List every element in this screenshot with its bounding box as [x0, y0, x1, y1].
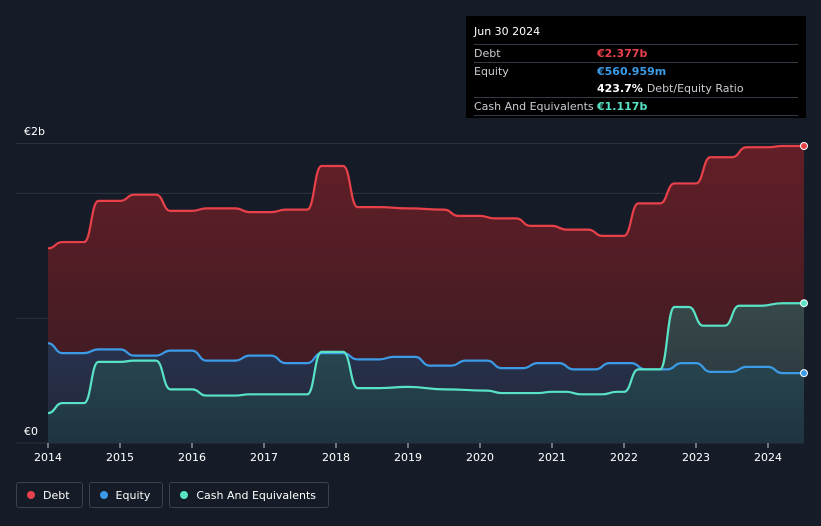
cash-dot-icon — [180, 491, 189, 499]
tooltip-equity-value: €560.959m — [597, 65, 667, 78]
debt-line — [47, 144, 805, 250]
x-axis: 2014 2015 2016 2017 2018 2019 2020 2021 2022 2023… — [34, 443, 782, 464]
x-tick-label: 2021 — [538, 451, 566, 464]
debt-end-marker — [800, 141, 808, 150]
series-end-markers — [800, 141, 808, 378]
legend-cash-label: Cash And Equivalents — [196, 488, 316, 502]
equity-line — [47, 342, 804, 375]
x-tick-label: 2022 — [610, 451, 638, 464]
x-tick-label: 2020 — [466, 451, 494, 464]
x-tick-label: 2024 — [754, 451, 782, 464]
equity-end-marker — [800, 369, 808, 378]
tooltip-row-debt: Debt €2.377b — [474, 44, 798, 62]
tooltip-equity-label: Equity — [474, 65, 509, 78]
x-tick-label: 2023 — [682, 451, 710, 464]
x-tick-label: 2019 — [394, 451, 422, 464]
tooltip-cash-label: Cash And Equivalents — [474, 100, 594, 113]
y-axis-bottom-label: €0 — [24, 425, 38, 438]
x-tick-label: 2015 — [106, 451, 134, 464]
debt-dot-icon — [27, 491, 35, 499]
cash-end-marker — [800, 299, 808, 308]
y-axis-top-label: €2b — [24, 125, 45, 138]
x-tick-label: 2016 — [178, 451, 206, 464]
x-tick-label: 2017 — [250, 451, 278, 464]
tooltip-row-equity: Equity €560.959m — [474, 62, 798, 80]
legend: Debt Equity Cash And Equivalents — [16, 482, 329, 510]
tooltip-debt-value: €2.377b — [597, 47, 648, 60]
cash-line — [47, 302, 804, 415]
legend-equity-label: Equity — [115, 488, 151, 502]
legend-item-debt[interactable]: Debt — [16, 482, 83, 508]
x-tick-label: 2018 — [322, 451, 350, 464]
legend-debt-label: Debt — [43, 488, 70, 502]
tooltip-ratio-value: 423.7% — [597, 82, 643, 95]
legend-item-equity[interactable]: Equity — [88, 482, 164, 508]
tooltip-debt-label: Debt — [474, 47, 501, 60]
cash-area — [48, 303, 804, 443]
equity-dot-icon — [99, 491, 108, 499]
series-areas — [48, 145, 804, 443]
tooltip-row-cash: Cash And Equivalents €1.117b — [474, 97, 798, 116]
tooltip-ratio-label: Debt/Equity Ratio — [646, 82, 744, 95]
tooltip-panel: Jun 30 2024 Debt €2.377b Equity €560.959… — [466, 16, 806, 118]
legend-item-cash[interactable]: Cash And Equivalents — [169, 482, 329, 508]
series-lines — [47, 144, 805, 415]
tooltip-cash-value: €1.117b — [597, 100, 648, 113]
tooltip-date: Jun 30 2024 — [474, 25, 541, 38]
x-tick-label: 2014 — [34, 451, 62, 464]
tooltip-row-ratio: 423.7% Debt/Equity Ratio — [474, 80, 798, 97]
